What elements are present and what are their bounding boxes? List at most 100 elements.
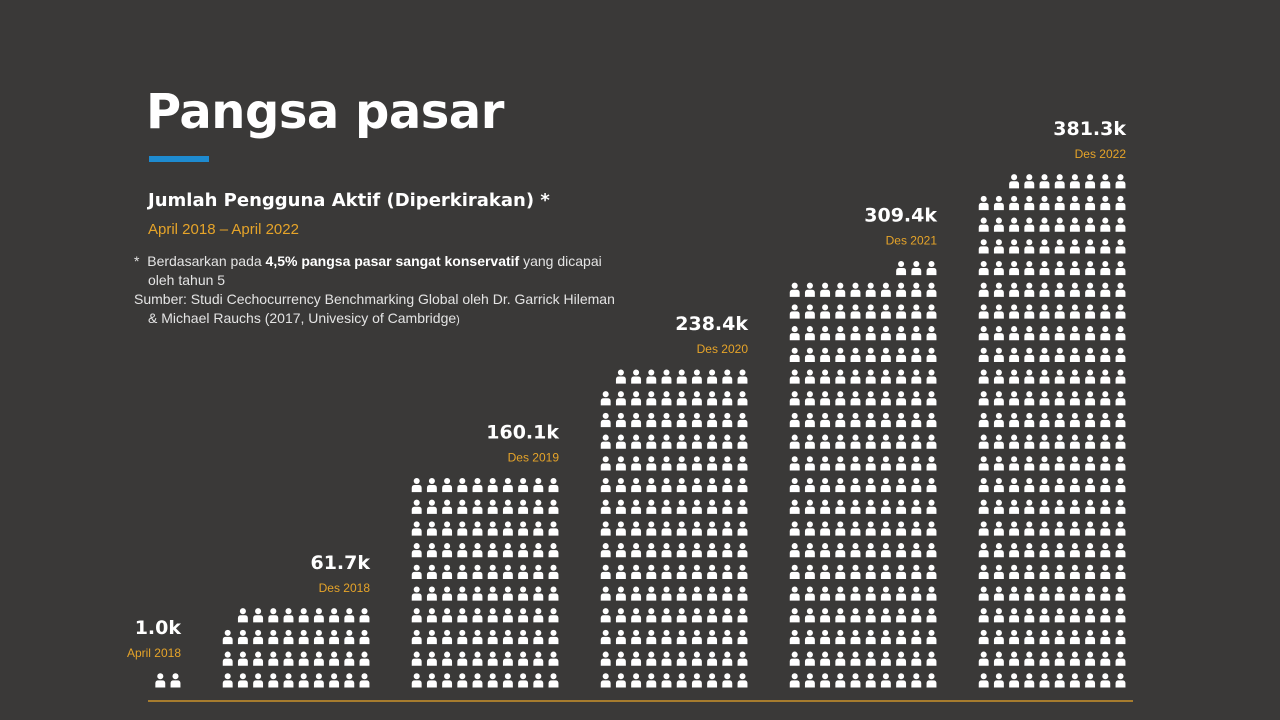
person-icon	[615, 521, 626, 536]
person-icon	[1039, 326, 1050, 341]
person-icon	[426, 564, 437, 579]
page-title: Pangsa pasar	[146, 84, 504, 140]
person-icon	[993, 651, 1004, 666]
person-icon	[631, 586, 642, 601]
person-icon	[880, 629, 891, 645]
person-icon	[850, 456, 861, 471]
person-icon	[1085, 369, 1096, 384]
person-icon	[1069, 347, 1080, 362]
person-icon	[993, 282, 1004, 297]
person-icon	[1024, 673, 1035, 688]
person-icon	[896, 326, 907, 341]
person-icon	[676, 521, 687, 536]
person-icon	[1039, 586, 1050, 601]
person-icon	[487, 564, 498, 579]
person-icon	[1069, 369, 1080, 384]
person-icon	[600, 477, 611, 493]
person-icon	[533, 673, 544, 688]
person-icon	[1100, 629, 1111, 645]
person-icon	[1009, 629, 1020, 645]
value-label: 160.1k	[486, 422, 559, 444]
person-icon	[880, 564, 891, 579]
person-icon	[880, 412, 891, 428]
person-icon	[1039, 282, 1050, 297]
person-icon	[1069, 477, 1080, 493]
person-icon	[993, 608, 1004, 623]
person-icon	[518, 608, 529, 623]
person-icon	[457, 673, 468, 688]
person-icon	[676, 412, 687, 428]
person-icon	[926, 651, 937, 666]
person-icon	[1069, 434, 1080, 449]
person-icon	[442, 673, 453, 688]
person-icon	[646, 521, 657, 536]
person-icon	[411, 651, 422, 666]
person-icon	[615, 564, 626, 579]
person-icon	[911, 412, 922, 428]
person-icon	[411, 608, 422, 623]
person-icon	[661, 608, 672, 623]
category-label: Des 2021	[886, 234, 938, 248]
person-icon	[978, 217, 989, 232]
person-icon	[896, 347, 907, 362]
person-icon	[691, 369, 702, 384]
person-icon	[850, 499, 861, 514]
person-icon	[676, 391, 687, 406]
person-icon	[661, 629, 672, 645]
person-icon	[896, 304, 907, 319]
person-icon	[789, 586, 800, 601]
person-icon	[865, 499, 876, 514]
person-icon	[457, 651, 468, 666]
person-icon	[600, 521, 611, 536]
person-icon	[615, 629, 626, 645]
person-icon	[993, 391, 1004, 406]
person-icon	[804, 586, 815, 601]
person-icon	[533, 586, 544, 601]
person-icon	[911, 304, 922, 319]
person-icon	[1085, 239, 1096, 254]
category-label: Des 2018	[319, 581, 371, 595]
person-icon	[707, 543, 718, 558]
person-icon	[1100, 217, 1111, 232]
person-icon	[1085, 304, 1096, 319]
person-icon	[1085, 564, 1096, 579]
person-icon	[722, 673, 733, 688]
person-icon	[978, 477, 989, 493]
person-icon	[820, 651, 831, 666]
person-icon	[722, 564, 733, 579]
person-icon	[1009, 586, 1020, 601]
person-icon	[691, 651, 702, 666]
chart-subtitle: Jumlah Pengguna Aktif (Diperkirakan) *	[148, 190, 550, 211]
person-icon	[1100, 347, 1111, 362]
person-icon	[978, 195, 989, 211]
person-icon	[880, 347, 891, 362]
person-icon	[155, 673, 166, 688]
person-icon	[737, 543, 748, 558]
person-icon	[1115, 347, 1126, 362]
person-icon	[1100, 391, 1111, 406]
person-icon	[835, 326, 846, 341]
person-icon	[850, 586, 861, 601]
person-icon	[865, 651, 876, 666]
person-icon	[502, 651, 513, 666]
person-icon	[1024, 412, 1035, 428]
person-icon	[1054, 239, 1065, 254]
person-icon	[472, 651, 483, 666]
person-icon	[1024, 369, 1035, 384]
person-icon	[1024, 543, 1035, 558]
person-icon	[911, 347, 922, 362]
category-label: April 2018	[127, 646, 181, 660]
person-icon	[835, 434, 846, 449]
person-icon	[820, 477, 831, 493]
person-icon	[804, 564, 815, 579]
person-icon	[502, 499, 513, 514]
person-icon	[487, 673, 498, 688]
person-icon	[359, 673, 370, 688]
person-icon	[1009, 434, 1020, 449]
person-icon	[1039, 369, 1050, 384]
person-icon	[896, 673, 907, 688]
person-icon	[804, 347, 815, 362]
person-icon	[646, 477, 657, 493]
person-icon	[1085, 499, 1096, 514]
person-icon	[1009, 608, 1020, 623]
